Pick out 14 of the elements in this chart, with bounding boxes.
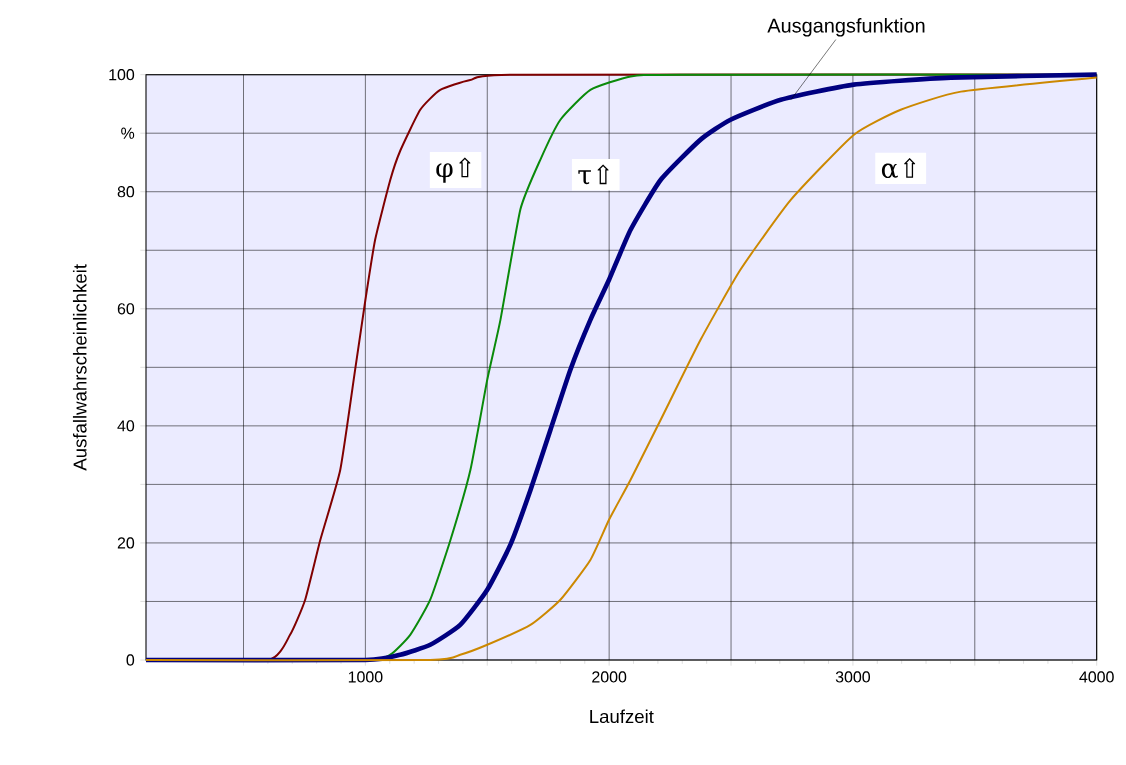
x-axis-title: Laufzeit <box>590 709 654 724</box>
x-tick-label: 1000 <box>348 671 383 683</box>
y-tick-label: % <box>121 127 135 139</box>
annotation: Ausgangsfunktion <box>767 18 925 37</box>
y-tick-label: 80 <box>117 186 135 198</box>
y-axis-title: Ausfallwahrscheinlichkeit <box>72 264 87 471</box>
x-tick-label: 4000 <box>1079 671 1114 683</box>
x-tick-label: 3000 <box>835 671 871 683</box>
x-tick-label: 2000 <box>592 671 627 683</box>
y-tick-label: 0 <box>126 654 135 666</box>
y-tick-label: 20 <box>117 537 135 549</box>
y-tick-label: 60 <box>117 303 135 315</box>
y-tick-label: 40 <box>117 420 135 432</box>
y-tick-label: 100 <box>109 69 135 81</box>
